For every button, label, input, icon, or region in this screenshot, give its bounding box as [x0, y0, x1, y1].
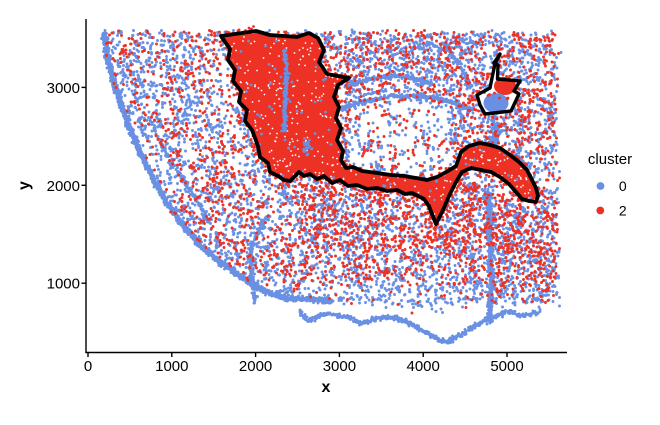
svg-text:cluster: cluster — [588, 151, 632, 168]
svg-text:0: 0 — [619, 178, 627, 194]
svg-text:5000: 5000 — [490, 358, 523, 375]
svg-text:1000: 1000 — [155, 358, 188, 375]
svg-text:4000: 4000 — [407, 358, 440, 375]
svg-text:3000: 3000 — [323, 358, 356, 375]
svg-text:y: y — [16, 181, 33, 190]
svg-text:0: 0 — [84, 358, 92, 375]
svg-text:1000: 1000 — [47, 276, 80, 293]
svg-text:2: 2 — [619, 203, 627, 219]
svg-text:2000: 2000 — [239, 358, 272, 375]
svg-text:x: x — [322, 379, 331, 396]
svg-text:2000: 2000 — [47, 178, 80, 195]
svg-text:3000: 3000 — [47, 80, 80, 97]
